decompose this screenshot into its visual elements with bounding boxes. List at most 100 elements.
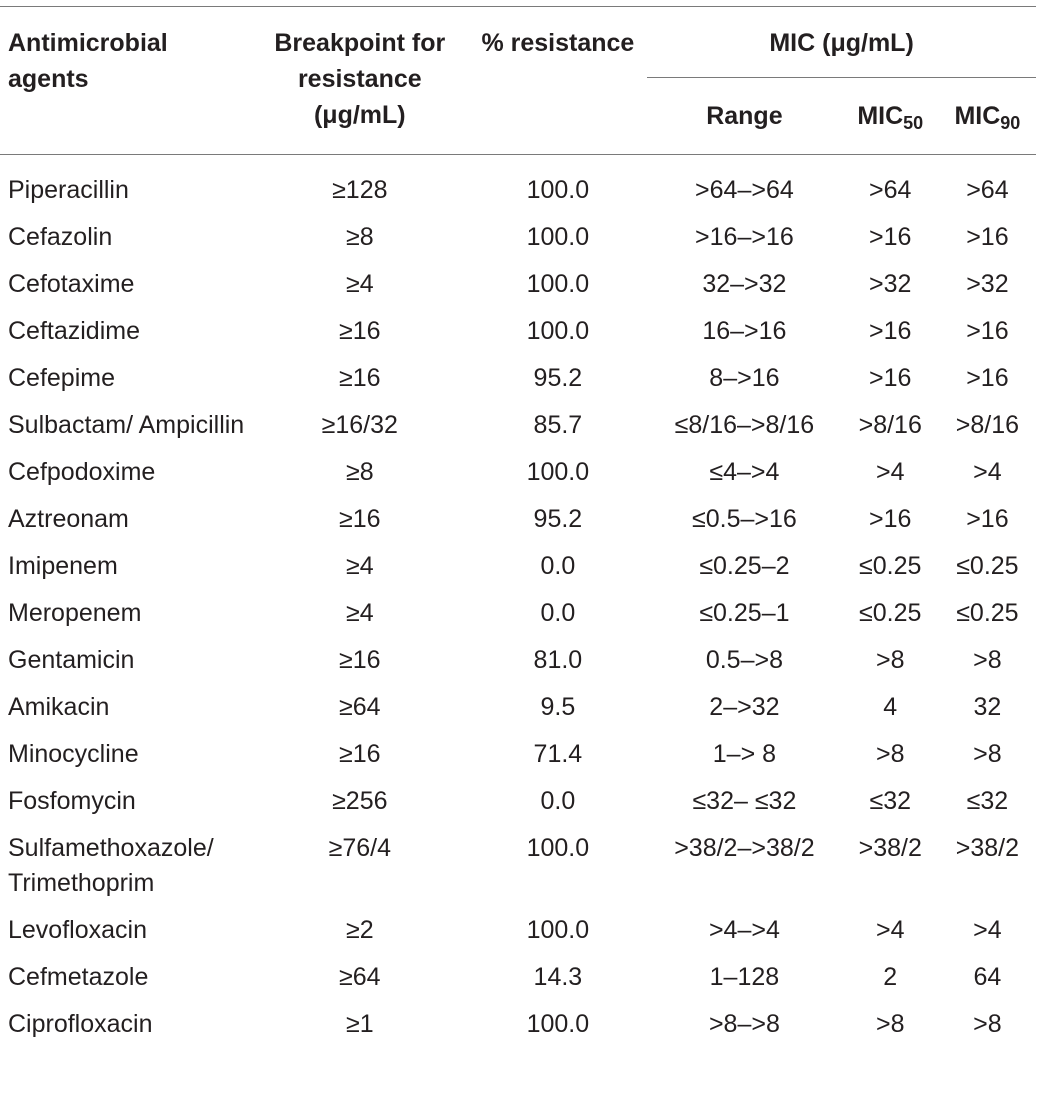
cell-mic-range: >38/2–>38/2: [674, 834, 815, 862]
cell-agent: Cefazolin: [8, 223, 113, 251]
cell-mic90: >38/2: [955, 834, 1020, 862]
cell-mic90: >8/16: [955, 411, 1020, 439]
cell-mic90: >8: [973, 1010, 1002, 1038]
cell-breakpoint: ≥8: [345, 223, 374, 251]
cell-mic90: >32: [966, 270, 1009, 298]
cell-mic90: ≤0.25: [956, 552, 1019, 580]
cell-breakpoint: ≥16: [339, 740, 381, 768]
cell-agent: Sulbactam/ Ampicillin: [8, 411, 245, 439]
cell-mic90: >16: [966, 364, 1009, 392]
table-row: Amikacin ≥64 9.5 2–>32 4 32: [0, 684, 1036, 731]
header-resistance: % resistance: [468, 6, 648, 155]
table-row: Fosfomycin ≥256 0.0 ≤32– ≤32 ≤32 ≤32: [0, 778, 1036, 825]
cell-mic-range: 32–>32: [702, 270, 787, 298]
cell-agent: Cefmetazole: [8, 963, 149, 991]
cell-mic90: >64: [966, 176, 1009, 204]
table-row: Cefpodoxime ≥8 100.0 ≤4–>4 >4 >4: [0, 449, 1036, 496]
cell-agent: Sulfamethoxazole/ Trimethoprim: [8, 834, 214, 897]
cell-breakpoint: ≥1: [345, 1010, 374, 1038]
cell-mic-range: 16–>16: [702, 317, 787, 345]
cell-mic50: >32: [869, 270, 912, 298]
header-mic90-base: MIC: [954, 102, 1001, 130]
cell-mic-range: 8–>16: [709, 364, 780, 392]
cell-resistance: 100.0: [526, 223, 590, 251]
cell-breakpoint: ≥16: [339, 646, 381, 674]
cell-resistance: 0.0: [540, 552, 576, 580]
cell-agent: Meropenem: [8, 599, 142, 627]
cell-mic-range: >64–>64: [695, 176, 794, 204]
cell-breakpoint: ≥8: [345, 458, 374, 486]
table-row: Gentamicin ≥16 81.0 0.5–>8 >8 >8: [0, 637, 1036, 684]
cell-mic50: >8: [875, 740, 905, 768]
cell-mic50: ≤32: [869, 787, 911, 815]
mic-resistance-table: Antimicrobial agents Breakpoint for resi…: [0, 6, 1036, 1048]
cell-mic90: ≤0.25: [956, 599, 1019, 627]
cell-mic50: >38/2: [858, 834, 922, 862]
header-mic-group: MIC (μg/mL): [647, 6, 1036, 78]
header-mic50: MIC50: [842, 78, 939, 155]
cell-breakpoint: ≥4: [345, 270, 374, 298]
cell-breakpoint: ≥16: [339, 317, 381, 345]
cell-mic90: >8: [973, 646, 1002, 674]
header-range: Range: [706, 102, 783, 130]
cell-mic90: >4: [973, 458, 1002, 486]
table-header: Antimicrobial agents Breakpoint for resi…: [0, 6, 1036, 155]
table-row: Cefotaxime ≥4 100.0 32–>32 >32 >32: [0, 261, 1036, 308]
table-row: Imipenem ≥4 0.0 ≤0.25–2 ≤0.25 ≤0.25: [0, 543, 1036, 590]
cell-mic50: >4: [875, 458, 905, 486]
cell-resistance: 71.4: [533, 740, 583, 768]
cell-mic90: >16: [966, 223, 1009, 251]
cell-mic90: >8: [973, 740, 1002, 768]
cell-mic-range: ≤0.5–>16: [692, 505, 797, 533]
table-row: Ceftazidime ≥16 100.0 16–>16 >16 >16: [0, 308, 1036, 355]
cell-mic50: >8/16: [858, 411, 922, 439]
cell-resistance: 9.5: [540, 693, 576, 721]
cell-mic90: >16: [966, 505, 1009, 533]
cell-breakpoint: ≥4: [345, 552, 374, 580]
cell-resistance: 100.0: [526, 834, 590, 862]
cell-resistance: 100.0: [526, 317, 590, 345]
cell-mic-range: 1–128: [709, 963, 780, 991]
cell-mic50: 4: [883, 693, 898, 721]
cell-agent: Aztreonam: [8, 505, 129, 533]
cell-mic-range: 2–>32: [709, 693, 780, 721]
cell-resistance: 95.2: [533, 364, 583, 392]
cell-breakpoint: ≥76/4: [328, 834, 391, 862]
cell-resistance: 100.0: [526, 916, 590, 944]
cell-resistance: 95.2: [533, 505, 583, 533]
cell-agent: Amikacin: [8, 693, 110, 721]
cell-mic50: 2: [883, 963, 898, 991]
cell-resistance: 14.3: [533, 963, 583, 991]
cell-mic90: 64: [973, 963, 1002, 991]
table-row: Sulbactam/ Ampicillin ≥16/32 85.7 ≤8/16–>8/…: [0, 402, 1036, 449]
cell-mic50: >64: [869, 176, 912, 204]
cell-mic-range: ≤0.25–1: [699, 599, 790, 627]
cell-mic50: ≤0.25: [859, 599, 922, 627]
cell-breakpoint: ≥64: [339, 693, 381, 721]
cell-mic90: ≤32: [966, 787, 1009, 815]
table-row: Cefazolin ≥8 100.0 >16–>16 >16 >16: [0, 214, 1036, 261]
cell-resistance: 0.0: [540, 599, 576, 627]
cell-agent: Fosfomycin: [8, 787, 136, 815]
cell-agent: Cefotaxime: [8, 270, 135, 298]
table-row: Cefmetazole ≥64 14.3 1–128 2 64: [0, 954, 1036, 1001]
cell-resistance: 100.0: [526, 270, 590, 298]
header-mic90-sub: 90: [1000, 113, 1021, 133]
cell-mic90: 32: [973, 693, 1002, 721]
cell-agent: Levofloxacin: [8, 916, 147, 944]
header-mic50-sub: 50: [903, 113, 924, 133]
header-mic90: MIC90: [939, 78, 1036, 155]
table-row: Cefepime ≥16 95.2 8–>16 >16 >16: [0, 355, 1036, 402]
cell-breakpoint: ≥128: [332, 176, 388, 204]
cell-resistance: 100.0: [526, 1010, 590, 1038]
cell-mic-range: 1–> 8: [712, 740, 777, 768]
cell-resistance: 100.0: [526, 458, 590, 486]
cell-mic90: >16: [966, 317, 1009, 345]
table-row: Aztreonam ≥16 95.2 ≤0.5–>16 >16 >16: [0, 496, 1036, 543]
cell-agent: Piperacillin: [8, 176, 129, 204]
cell-mic50: >16: [869, 317, 912, 345]
table-body: Piperacillin ≥128 100.0 >64–>64 >64 >64 Cefazo…: [0, 155, 1036, 1049]
cell-mic-range: 0.5–>8: [705, 646, 783, 674]
cell-agent: Ceftazidime: [8, 317, 140, 345]
